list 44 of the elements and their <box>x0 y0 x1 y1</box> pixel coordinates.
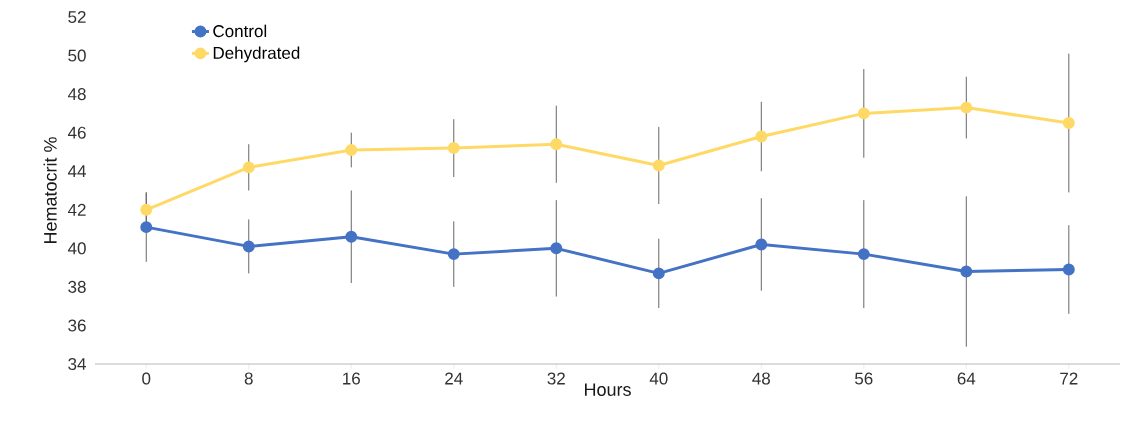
point <box>755 238 768 251</box>
point <box>447 248 460 261</box>
x-tick-label: 16 <box>343 372 360 385</box>
y-tick-label: 36 <box>68 319 86 332</box>
y-tick-label: 46 <box>67 126 86 139</box>
x-tick-label: 0 <box>142 372 151 385</box>
point <box>960 101 973 114</box>
x-tick-label: 40 <box>649 372 668 385</box>
x-axis-title: Hours <box>585 383 631 396</box>
y-tick-label: 42 <box>67 203 86 216</box>
legend-label: Dehydrated <box>213 46 300 63</box>
x-tick-label: 48 <box>752 372 771 385</box>
y-tick-label: 52 <box>68 10 86 24</box>
y-tick-label: 34 <box>68 357 86 371</box>
x-tick-label: 64 <box>957 372 976 385</box>
x-tick-label: 72 <box>1060 372 1078 385</box>
point <box>140 203 153 216</box>
y-tick-label: 44 <box>67 165 86 178</box>
point <box>550 138 563 151</box>
y-tick-label: 48 <box>67 88 86 101</box>
x-tick-label: 56 <box>855 372 873 385</box>
legend-label: Control <box>213 24 267 38</box>
point <box>447 142 460 155</box>
point <box>140 221 153 234</box>
point <box>755 130 768 143</box>
point <box>242 240 255 253</box>
point <box>857 248 870 261</box>
point <box>550 242 563 255</box>
point <box>1062 117 1075 130</box>
y-axis-title: Hematocrit % <box>43 137 57 244</box>
x-tick-label: 24 <box>445 372 463 385</box>
point <box>242 161 255 174</box>
point <box>652 267 665 280</box>
y-tick-label: 40 <box>67 242 86 255</box>
point <box>652 159 665 172</box>
point <box>857 107 870 120</box>
point <box>345 230 358 243</box>
x-tick-label: 8 <box>244 372 253 385</box>
point <box>345 144 358 156</box>
point <box>960 265 973 278</box>
y-tick-label: 38 <box>68 280 86 293</box>
point <box>1062 263 1075 276</box>
x-tick-label: 32 <box>547 372 565 385</box>
y-tick-label: 50 <box>68 49 86 62</box>
